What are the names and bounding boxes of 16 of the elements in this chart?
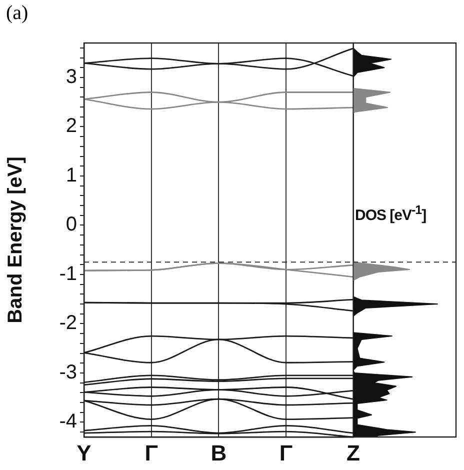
y-tick-label: -3 bbox=[59, 361, 77, 384]
y-tick-label: -1 bbox=[59, 262, 77, 285]
y-tick-label: 3 bbox=[66, 66, 77, 88]
y-tick-label: -4 bbox=[59, 410, 77, 433]
x-tick-label: Z bbox=[346, 440, 360, 466]
x-axis-title: DOS [eV$^{-1}$] bbox=[355, 203, 426, 224]
y-tick-label: 1 bbox=[66, 164, 77, 186]
x-tick-label: B bbox=[210, 440, 227, 466]
y-axis-title: Band Energy [eV] bbox=[4, 156, 27, 324]
x-tick-label: Γ bbox=[279, 440, 293, 466]
y-tick-label: 0 bbox=[66, 214, 77, 236]
x-tick-label: Γ bbox=[144, 440, 158, 466]
chart-title: (a) bbox=[6, 2, 28, 25]
y-tick-label: 2 bbox=[66, 115, 77, 138]
x-tick-label: Y bbox=[76, 440, 92, 466]
y-tick-label: -2 bbox=[59, 312, 77, 334]
